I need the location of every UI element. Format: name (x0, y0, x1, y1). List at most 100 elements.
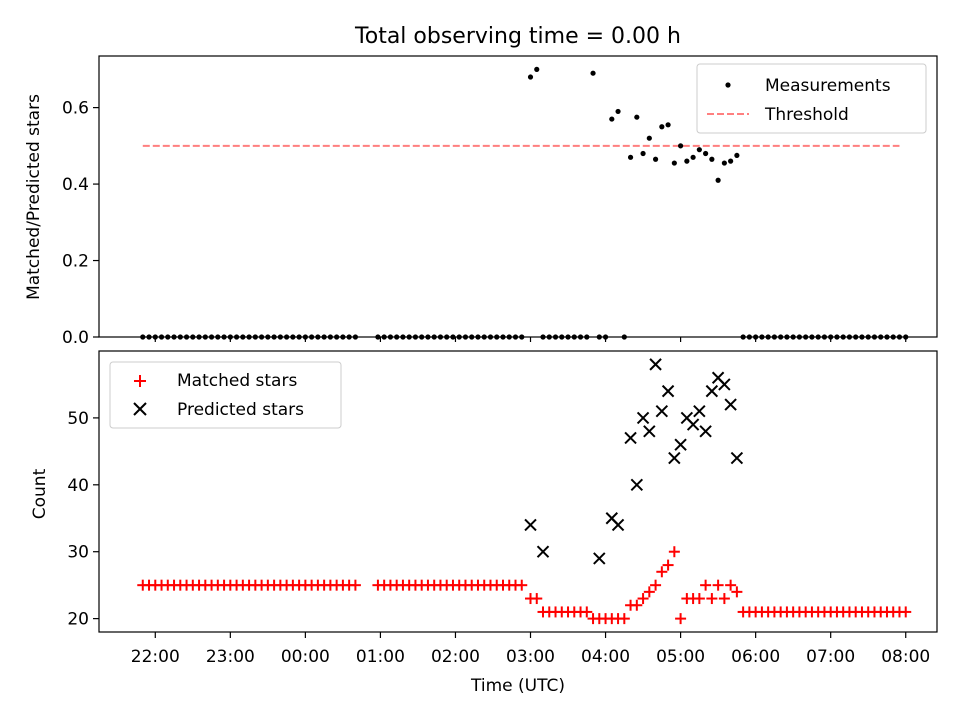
top-legend-box (696, 63, 927, 134)
measurement-point (690, 154, 696, 160)
matched-star-point (637, 593, 649, 605)
predicted-star-point (693, 405, 706, 418)
matched-star-point (662, 559, 674, 571)
y-tick-label: 0.6 (62, 99, 89, 119)
matched-star-point (581, 606, 593, 618)
measurement-point (715, 177, 721, 183)
predicted-star-point (661, 384, 675, 398)
measurement-point (709, 156, 715, 162)
measurement-point (696, 147, 702, 153)
y-tick-label: 30 (67, 543, 89, 563)
predicted-star-point (593, 552, 606, 565)
matched-star-point (731, 586, 743, 598)
matched-star-point (650, 579, 662, 591)
bottom-legend: Matched stars Predicted stars (109, 361, 342, 429)
measurement-point (734, 152, 740, 159)
matched-star-point (668, 546, 680, 558)
predicted-star-point (611, 518, 625, 532)
matched-star-point (656, 566, 668, 578)
measurement-point (590, 70, 596, 76)
predicted-star-point (674, 438, 687, 451)
predicted-star-point (730, 451, 744, 465)
figure-title: Total observing time = 0.00 h (354, 24, 681, 49)
top-plot-marks (140, 66, 909, 340)
top-y-ticks: 0.0 0.2 0.4 0.6 (62, 99, 99, 348)
measurement-point (609, 116, 615, 122)
legend-predicted-label: Predicted stars (177, 400, 304, 420)
x-tick-label: 22:00 (131, 647, 180, 667)
matched-star-point (618, 613, 630, 625)
measurement-point (634, 114, 640, 120)
legend-matched-marker (134, 375, 146, 387)
y-tick-label: 0.4 (62, 175, 89, 195)
predicted-star-point (536, 545, 550, 558)
predicted-star-point (643, 425, 656, 438)
legend-measurements-label: Measurements (765, 76, 891, 96)
matched-star-point (631, 599, 643, 611)
measurement-point (659, 124, 665, 130)
matched-star-point (516, 579, 528, 591)
top-x-ticks (154, 337, 907, 342)
measurement-point (527, 74, 534, 80)
predicted-star-point (630, 478, 644, 492)
legend-predicted-marker (133, 402, 147, 416)
predicted-star-point (718, 378, 731, 391)
predicted-star-point (636, 411, 650, 425)
x-tick-label: 06:00 (731, 647, 780, 667)
matched-star-point (706, 593, 718, 605)
matched-star-point (700, 579, 712, 591)
measurement-point (671, 160, 677, 166)
matched-star-point (693, 593, 705, 605)
bottom-legend-box (109, 361, 342, 429)
y-tick-label: 20 (67, 610, 89, 630)
measurement-point (652, 156, 659, 162)
measurement-point (703, 150, 709, 157)
measurement-point (646, 135, 652, 141)
matched-star-point (531, 593, 543, 605)
legend-threshold-label: Threshold (764, 105, 849, 125)
measurement-point (615, 108, 621, 115)
measurement-point (534, 66, 540, 72)
x-tick-label: 05:00 (656, 647, 705, 667)
y-tick-label: 0.2 (62, 252, 89, 272)
bottom-axes-frame (98, 350, 938, 633)
predicted-star-point (668, 451, 681, 465)
x-axis-label: Time (UTC) (470, 676, 565, 696)
y-tick-label: 40 (67, 476, 89, 496)
x-tick-label: 08:00 (881, 647, 930, 667)
y-tick-label: 0.0 (62, 328, 89, 348)
predicted-star-point (724, 398, 737, 411)
x-tick-label: 23:00 (206, 647, 255, 667)
bottom-y-axis-label: Count (30, 468, 50, 519)
x-tick-label: 07:00 (806, 647, 855, 667)
x-tick-label: 03:00 (506, 647, 555, 667)
predicted-star-point (705, 384, 719, 398)
measurement-point (627, 154, 634, 160)
measurement-point (684, 158, 690, 164)
predicted-star-point (686, 418, 700, 431)
y-tick-label: 50 (67, 409, 89, 429)
legend-measurements-marker (725, 82, 731, 88)
bottom-plot-marks (137, 358, 912, 625)
top-y-axis-label: Matched/Predicted stars (24, 94, 44, 300)
x-tick-label: 00:00 (281, 647, 330, 667)
top-axes-frame (98, 55, 938, 338)
legend-matched-label: Matched stars (177, 371, 297, 391)
measurement-point (728, 158, 734, 164)
x-tick-label: 04:00 (581, 647, 630, 667)
measurement-point (677, 143, 684, 149)
predicted-star-point (649, 358, 662, 371)
matched-star-point (643, 586, 655, 598)
bottom-y-ticks: 20 30 40 50 (67, 409, 99, 630)
top-panel: 0.0 0.2 0.4 0.6 Matched/Predicted stars Mea… (24, 55, 938, 348)
predicted-star-point (655, 405, 669, 418)
predicted-star-point (524, 518, 537, 532)
matched-star-point (725, 579, 737, 591)
x-tick-label: 02:00 (431, 647, 480, 667)
predicted-star-point (624, 431, 637, 445)
x-tick-label: 01:00 (356, 647, 405, 667)
matched-star-point (712, 579, 724, 591)
measurement-point (721, 160, 727, 166)
bottom-x-ticks: 22:00 23:00 00:00 01:00 02:00 03:00 04:00 05:00… (131, 632, 930, 667)
